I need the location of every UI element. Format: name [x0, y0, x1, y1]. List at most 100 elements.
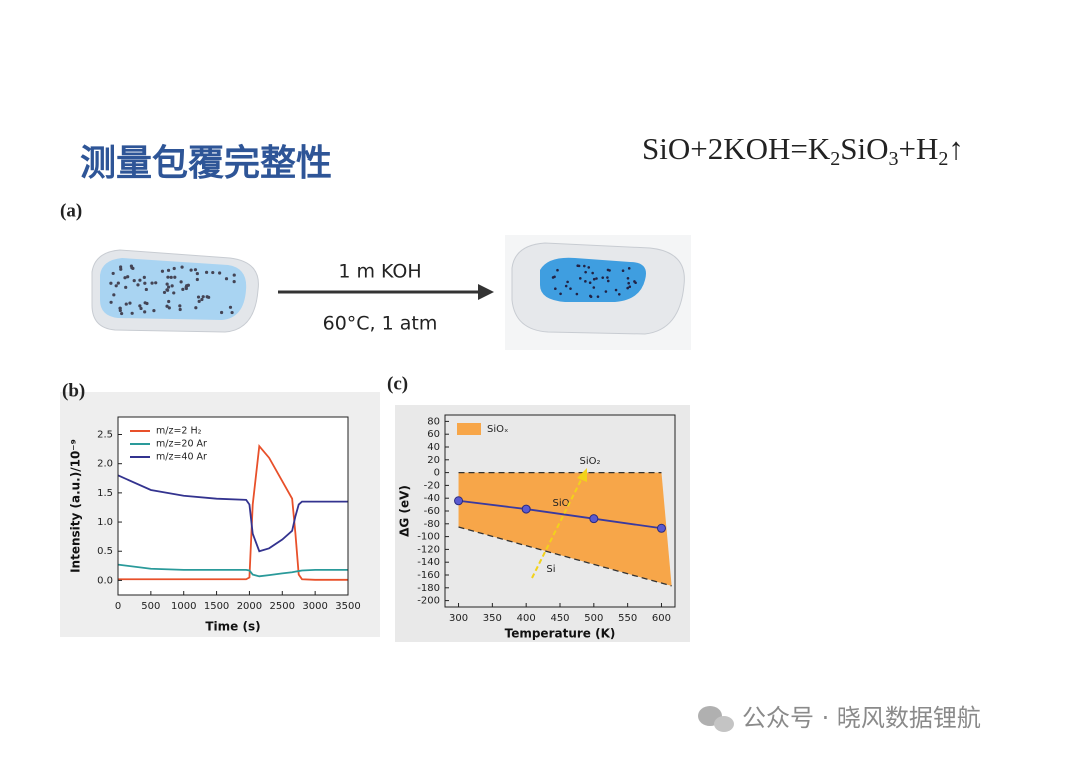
transition-arrow-head	[577, 468, 587, 482]
particle	[584, 270, 587, 274]
panel-label: (a)	[60, 200, 82, 221]
particle	[179, 280, 183, 284]
particle	[608, 269, 611, 272]
particle	[128, 301, 132, 305]
y-tick-label: 40	[427, 442, 440, 453]
particle	[627, 281, 630, 285]
y-tick-label: -120	[417, 544, 440, 555]
particle	[201, 295, 205, 299]
y-tick-label: -140	[417, 557, 440, 568]
particle	[152, 309, 156, 313]
y-tick-label: 20	[427, 455, 440, 466]
particle	[139, 306, 143, 311]
particle	[172, 266, 176, 271]
particle	[193, 268, 198, 272]
particle	[136, 283, 140, 287]
x-tick-label: 600	[652, 613, 671, 624]
particle	[132, 278, 136, 283]
y-tick-label: 60	[427, 429, 440, 440]
x-tick-label: 450	[550, 613, 569, 624]
particle	[165, 282, 169, 286]
particle	[143, 310, 147, 314]
annotation: SiO₂	[579, 456, 600, 467]
chart: 0 500 1000 1500 2000 2500 3000 3500 0.0 0.5 1.0 1.5…	[60, 392, 380, 637]
x-tick-label: 3000	[302, 601, 327, 612]
data-point	[521, 504, 531, 514]
particle	[167, 299, 171, 304]
particle	[556, 268, 559, 272]
x-tick-label: 1000	[171, 601, 196, 612]
equation-part: SiO+2KOH=K	[642, 131, 831, 166]
slide-title: 测量包覆完整性	[80, 143, 332, 184]
transition-arrow	[531, 477, 583, 579]
series-line	[117, 563, 348, 578]
particle	[606, 276, 609, 279]
series-line	[458, 526, 672, 587]
legend-label: m/z=2 H₂	[156, 426, 202, 437]
particle	[166, 268, 171, 272]
particle	[129, 264, 133, 268]
particle	[196, 295, 201, 299]
y-tick-label: -40	[424, 493, 440, 504]
particle	[587, 266, 591, 269]
particle	[551, 276, 555, 279]
particle	[564, 284, 568, 288]
x-axis-label: Temperature (K)	[505, 627, 616, 641]
equation-part: 3	[889, 148, 899, 170]
particle	[142, 275, 146, 279]
particle	[584, 280, 587, 283]
particle	[204, 270, 209, 274]
y-tick-label: -80	[424, 519, 440, 530]
particle	[165, 288, 169, 292]
particle	[160, 269, 165, 273]
particle	[166, 285, 171, 289]
particle	[595, 277, 598, 280]
particle	[628, 285, 632, 288]
x-tick-label: 350	[483, 613, 502, 624]
legend-label: m/z=40 Ar	[156, 452, 207, 463]
particle	[554, 287, 557, 291]
particle	[109, 281, 113, 285]
particle	[621, 269, 625, 273]
particle	[228, 305, 233, 309]
particle	[211, 270, 215, 275]
particle	[178, 304, 182, 308]
particle	[111, 271, 115, 276]
particle	[626, 277, 630, 280]
particle	[130, 311, 134, 315]
y-tick-label: 0	[434, 468, 440, 479]
particle	[205, 295, 209, 299]
particle	[230, 310, 234, 315]
particle	[172, 291, 176, 295]
particle	[200, 297, 204, 302]
particle	[120, 311, 124, 316]
y-tick-label: 0.0	[97, 575, 113, 586]
particle	[181, 287, 185, 291]
particle	[119, 267, 123, 271]
annotation: Si	[546, 564, 555, 575]
particle	[575, 292, 579, 296]
plot-area	[118, 417, 348, 595]
particle	[184, 286, 188, 291]
particle	[154, 281, 158, 285]
particle	[559, 292, 562, 296]
y-axis-label: Intensity (a.u.)/10⁻⁹	[69, 439, 83, 573]
data-point	[589, 514, 599, 524]
y-tick-label: 1.0	[97, 517, 113, 528]
legend-label: SiOₓ	[487, 424, 508, 435]
particle	[218, 271, 222, 275]
plot-frame	[117, 416, 349, 596]
particle	[114, 284, 118, 288]
chart: 300 350 400 450 500 550 600-200-180-160-140-12…	[395, 405, 690, 642]
particle	[589, 295, 593, 298]
watermark: 公众号 · 晓风数据锂航	[698, 704, 981, 732]
data-point	[656, 523, 666, 533]
y-tick-label: -100	[417, 532, 440, 543]
particle	[604, 290, 608, 293]
particle	[614, 288, 618, 292]
equation-part: SiO	[840, 131, 888, 166]
particle	[626, 286, 629, 290]
tray-before	[91, 249, 259, 333]
annotation: SiO	[553, 498, 570, 509]
